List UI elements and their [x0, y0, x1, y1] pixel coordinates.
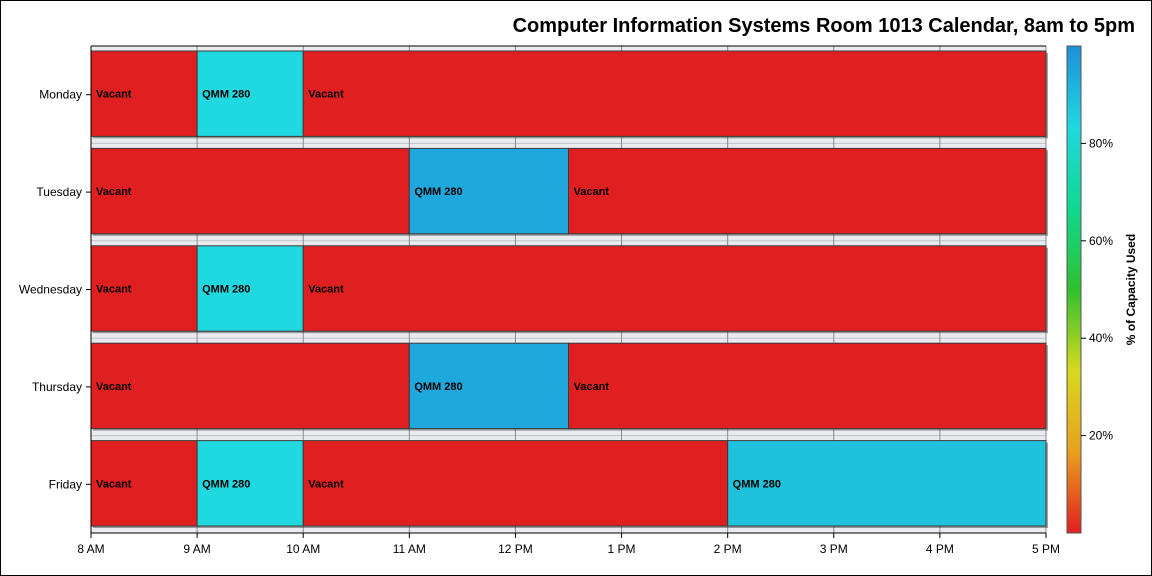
schedule-segment: [727, 440, 1047, 527]
x-tick-label: 12 PM: [498, 542, 533, 556]
segment-label: QMM 280: [202, 284, 250, 296]
schedule-segment: [90, 147, 410, 235]
segment-label: Vacant: [308, 89, 344, 101]
x-tick-label: 5 PM: [1032, 542, 1060, 556]
x-tick-label: 11 AM: [393, 542, 426, 556]
colorbar-tick-label: 80%: [1089, 136, 1113, 150]
segment-label: Vacant: [96, 89, 132, 101]
segment-label: Vacant: [96, 186, 132, 198]
schedule-segment: [302, 50, 1047, 137]
segment-label: Vacant: [574, 381, 610, 393]
x-tick-label: 3 PM: [820, 542, 848, 556]
schedule-segment: [90, 50, 198, 137]
x-tick-label: 8 AM: [77, 542, 104, 556]
segment-label: QMM 280: [414, 381, 462, 393]
schedule-segment: [408, 342, 570, 430]
schedule-segment: [90, 440, 198, 527]
chart-title: Computer Information Systems Room 1013 C…: [512, 15, 1135, 37]
colorbar-tick-label: 20%: [1089, 429, 1113, 443]
x-tick-label: 9 AM: [183, 542, 210, 556]
colorbar-tick-label: 40%: [1089, 331, 1113, 345]
x-tick-label: 2 PM: [714, 542, 742, 556]
segment-label: Vacant: [96, 381, 132, 393]
schedule-segment: [90, 342, 410, 430]
schedule-segment: [196, 440, 304, 527]
segment-label: Vacant: [308, 284, 344, 296]
schedule-segment: [302, 245, 1047, 332]
colorbar-tick-label: 60%: [1089, 234, 1113, 248]
x-tick-label: 10 AM: [286, 542, 320, 556]
schedule-segment: [90, 245, 198, 332]
colorbar-scale: [1066, 45, 1082, 534]
segment-label: Vacant: [96, 284, 132, 296]
y-tick-label: Monday: [39, 88, 82, 102]
y-tick-label: Tuesday: [36, 185, 82, 199]
x-tick-label: 1 PM: [608, 542, 636, 556]
schedule-segments: Vacant QMM 280 Vacant Vacant QMM 280 Vacant Va…: [90, 50, 1048, 528]
axes: Monday Tuesday Wednesday Thursday Friday 8 AM…: [19, 45, 1060, 556]
schedule-segment: [568, 147, 1047, 235]
colorbar-title: % of Capacity Used: [1124, 234, 1138, 345]
segment-label: QMM 280: [733, 478, 781, 490]
colorbar: 20% 40% 60% 80% % of Capacity Used: [1066, 45, 1138, 534]
y-tick-label: Friday: [49, 477, 82, 491]
schedule-segment: [302, 440, 729, 527]
segment-label: Vacant: [96, 478, 132, 490]
segment-label: QMM 280: [414, 186, 462, 198]
schedule-segment: [196, 245, 304, 332]
y-tick-label: Wednesday: [19, 283, 82, 297]
y-tick-label: Thursday: [32, 380, 82, 394]
segment-label: Vacant: [574, 186, 610, 198]
segment-label: QMM 280: [202, 89, 250, 101]
segment-label: Vacant: [308, 478, 344, 490]
x-tick-label: 4 PM: [926, 542, 954, 556]
schedule-segment: [568, 342, 1047, 430]
segment-label: QMM 280: [202, 478, 250, 490]
